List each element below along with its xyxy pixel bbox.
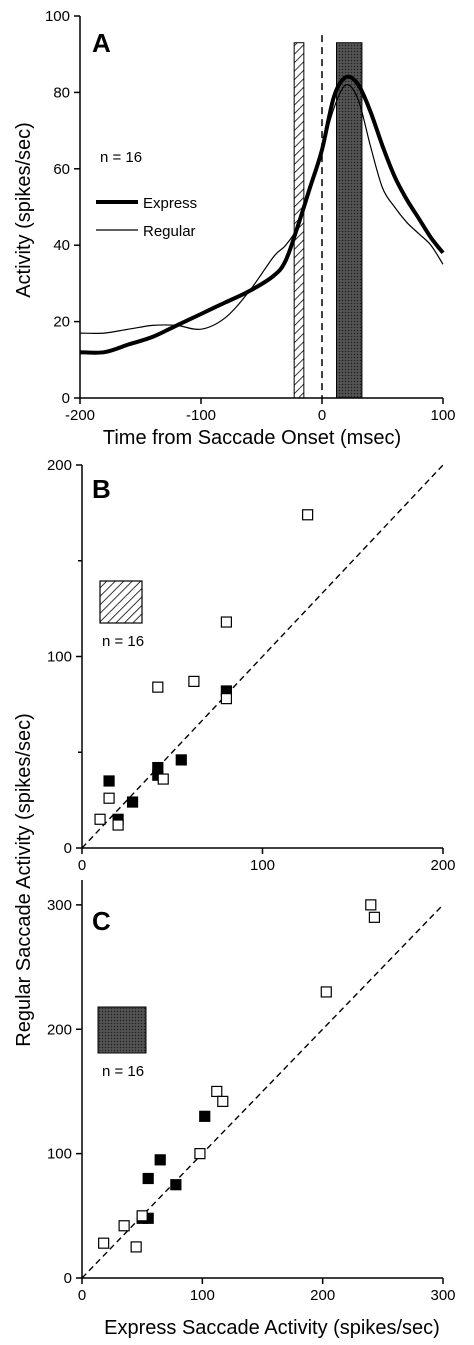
data-point-open	[112, 819, 124, 831]
panel-a-n-label: n = 16	[100, 149, 142, 166]
panel-a-ytick-label: 60	[53, 161, 70, 178]
panel-b-xtick-label: 200	[430, 857, 455, 874]
data-point-open	[130, 1241, 142, 1253]
panel-c: 0 100 200 300 0 100 200 300 C n = 16 Express Sa…	[47, 880, 456, 1339]
panel-c-xtick-label: 100	[190, 1287, 215, 1304]
data-point-filled	[175, 754, 187, 766]
panel-a-lines	[79, 74, 445, 355]
data-point-open	[103, 792, 115, 804]
panel-a-xtick-label: -200	[65, 407, 95, 424]
panel-b-ticks: 0 100 200 0 100 200	[47, 457, 456, 874]
panel-b-n-label: n = 16	[102, 633, 144, 650]
panel-c-ytick-label: 300	[47, 897, 72, 914]
data-point-filled	[199, 1110, 211, 1122]
panel-a-xtick-label: 100	[430, 407, 455, 424]
panel-a-xlabel: Time from Saccade Onset (msec)	[103, 427, 401, 449]
data-point-open	[94, 813, 106, 825]
panel-a-ytick-label: 40	[53, 237, 70, 254]
panel-c-points	[98, 899, 381, 1253]
shared-ylabel: Regular Saccade Activity (spikes/sec)	[13, 713, 35, 1046]
data-point-open	[320, 986, 332, 998]
data-point-filled	[170, 1179, 182, 1191]
panel-c-xtick-label: 200	[310, 1287, 335, 1304]
series-line-regular	[79, 84, 444, 334]
panel-a-ytick-label: 100	[45, 8, 70, 25]
panel-b-ytick-label: 100	[47, 649, 72, 666]
data-point-open	[365, 899, 377, 911]
panel-b-points	[94, 509, 314, 831]
data-point-open	[211, 1085, 223, 1098]
panel-c-xtick-label: 300	[430, 1287, 455, 1304]
panel-a-ytick-label: 0	[62, 390, 70, 407]
data-point-open	[194, 1148, 206, 1160]
panel-c-unity-line	[81, 904, 444, 1279]
panel-c-n-label: n = 16	[102, 1063, 144, 1080]
data-point-filled	[154, 1154, 166, 1166]
data-point-open	[98, 1237, 110, 1249]
panel-c-ticks: 0 100 200 300 0 100 200 300	[47, 897, 456, 1304]
panel-a-ytick-label: 80	[53, 84, 70, 101]
panel-a-xtick-label: 0	[318, 407, 326, 424]
data-point-open	[152, 681, 164, 693]
panel-a-axes	[79, 16, 443, 399]
panel-b: 0 100 200 0 100 200 B n = 16	[47, 457, 456, 874]
panel-b-unity-line	[81, 464, 444, 849]
panel-c-label: C	[92, 906, 111, 936]
data-point-filled	[142, 1172, 154, 1185]
panel-c-window-swatch	[97, 1006, 147, 1054]
panel-c-unity-diagonal	[81, 904, 444, 1279]
series-line-express	[79, 74, 445, 355]
panel-c-xlabel: Express Saccade Activity (spikes/sec)	[104, 1317, 440, 1339]
data-point-open	[220, 693, 232, 705]
legend-regular-label: Regular	[143, 223, 196, 240]
panel-a-label: A	[92, 28, 111, 58]
data-point-open	[368, 911, 381, 923]
panel-b-xtick-label: 0	[78, 857, 86, 874]
panel-c-ytick-label: 200	[47, 1021, 72, 1038]
panel-a: 0 20 40 60 80 100 -200 -100 0 100 A n = 16 Expres…	[13, 8, 456, 449]
panel-b-window-swatch	[99, 580, 143, 624]
panel-b-label: B	[92, 474, 111, 504]
data-point-open	[188, 675, 200, 687]
panel-a-xtick-label: -100	[186, 407, 216, 424]
panel-a-ticks: 0 20 40 60 80 100 -200 -100 0 100	[45, 8, 456, 424]
analysis-window-dark	[336, 42, 363, 399]
data-point-filled	[126, 796, 139, 808]
data-point-filled	[103, 775, 115, 787]
panel-b-ytick-label: 200	[47, 457, 72, 474]
data-point-open	[136, 1210, 148, 1222]
panel-b-ytick-label: 0	[64, 840, 72, 857]
panel-c-ytick-label: 0	[64, 1270, 72, 1287]
panel-a-legend: Express Regular	[96, 195, 197, 240]
data-point-open	[302, 509, 314, 521]
data-point-open	[157, 773, 169, 785]
panel-c-ytick-label: 100	[47, 1146, 72, 1163]
data-point-open	[217, 1095, 229, 1107]
panel-a-ylabel: Activity (spikes/sec)	[13, 122, 35, 298]
legend-express-label: Express	[143, 195, 197, 212]
data-point-open	[118, 1220, 130, 1232]
panel-b-unity-diagonal	[81, 464, 444, 849]
panel-c-xtick-label: 0	[78, 1287, 86, 1304]
data-point-open	[220, 616, 232, 628]
panel-a-windows	[293, 42, 363, 399]
panel-c-axes	[81, 880, 443, 1279]
panel-b-xtick-label: 100	[250, 857, 275, 874]
panel-a-ytick-label: 20	[53, 314, 70, 331]
